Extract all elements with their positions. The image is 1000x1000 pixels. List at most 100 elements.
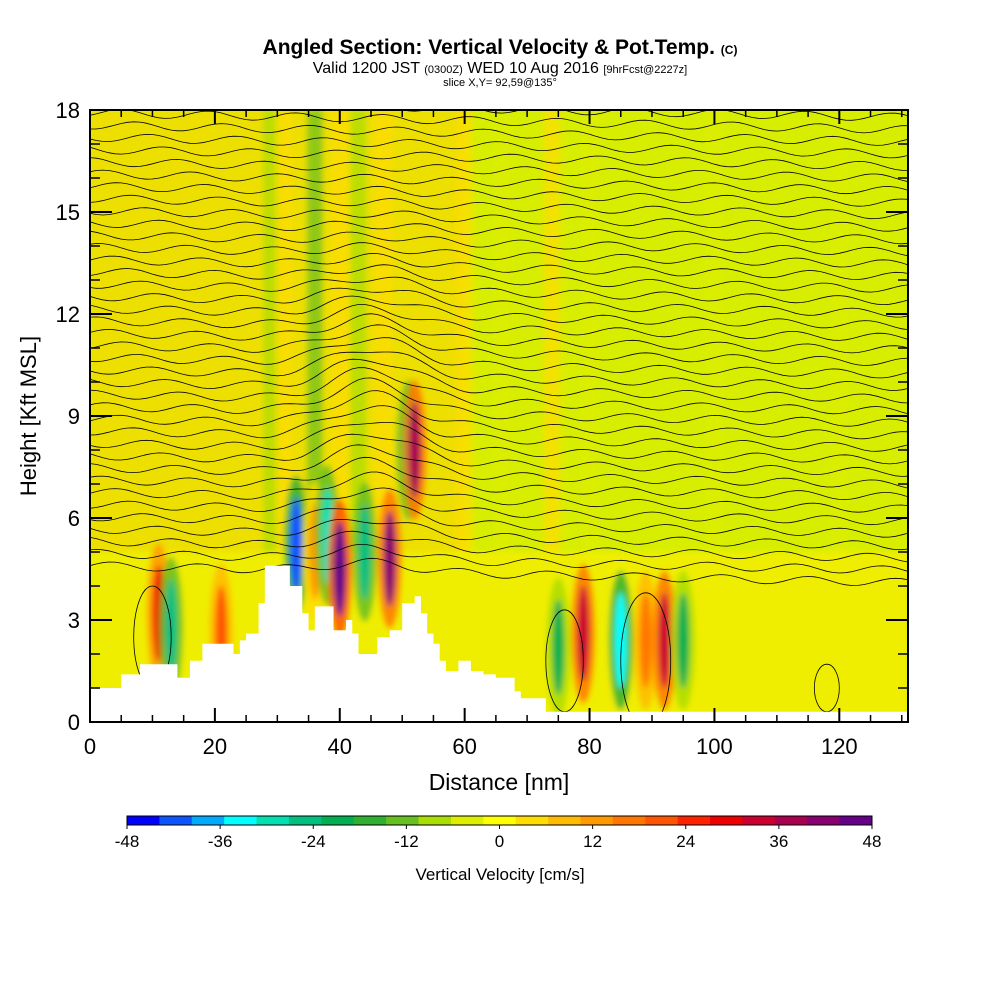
theta-contour [90,358,908,404]
updraft-cell [577,585,590,682]
colorbar-tick-label: -48 [115,832,140,851]
theta-contour [90,487,908,526]
updraft-cell [639,592,652,689]
colorbar-swatch [742,816,776,825]
y-axis-label: Height [Kft MSL] [16,336,41,496]
theta-contours [90,84,908,722]
colorbar-tick-label: 36 [769,832,788,851]
theta-contour [90,219,908,245]
upper-streak [706,110,723,552]
colorbar-swatch [710,816,743,825]
colorbar-swatch [386,816,420,825]
valid-zulu: (0300Z) [424,64,463,76]
chart-title: Angled Section: Vertical Velocity & Pot.… [0,36,1000,60]
theta-contour [90,422,908,465]
theta-contour [90,264,908,293]
chart-subtitle: Valid 1200 JST (0300Z) WED 10 Aug 2016 [… [0,60,1000,78]
colorbar-swatch [580,816,614,825]
upper-streak [581,110,598,552]
theta-contour [90,242,908,268]
colorbar-swatch [807,816,841,825]
theta-contour [90,433,908,477]
updraft-cell [677,592,690,689]
colorbar-swatch [515,816,549,825]
colorbar-tick-label: -24 [301,832,326,851]
y-tick-label: 15 [56,200,80,225]
upper-streak [350,110,367,552]
x-tick-label: 100 [696,734,733,759]
theta-contour [90,337,908,379]
updraft-cell [358,504,371,600]
colorbar-swatch [677,816,711,825]
x-tick-label: 80 [577,734,601,759]
updraft-cell [658,592,671,689]
theta-contour [90,313,908,354]
colorbar-tick-label: 24 [676,832,695,851]
upper-streak [544,110,561,552]
axes: 0 20 40 60 80 100 120 0 3 6 9 12 15 18 [56,98,908,759]
slice-info: slice X,Y= 92,59@135° [443,77,557,89]
theta-contour [90,287,908,318]
theta-contour [90,295,908,330]
theta-contour [90,504,908,538]
colorbar-swatch [127,816,160,825]
colorbar-swatch [774,816,808,825]
theta-contour [90,276,908,306]
colorbar-tick-label: 12 [583,832,602,851]
upper-streak [306,110,323,552]
theta-contour [90,182,908,207]
upper-streak [263,110,280,552]
colorbar-tick-label: 48 [863,832,882,851]
theta-contour [90,456,908,501]
forecast-info: [9hrFcst@2227z] [603,64,688,76]
y-tick-label: 3 [68,608,80,633]
valid-date: WED 10 Aug 2016 [467,60,599,77]
theta-contour [90,367,908,415]
title-unit: (C) [720,43,738,57]
theta-contour [90,405,908,452]
updraft-cell [333,521,346,617]
colorbar-swatch [353,816,387,825]
colorbar-swatch [256,816,290,825]
terrain [90,565,908,722]
theta-contour [90,324,908,366]
theta-contour [90,84,908,107]
colorbar-swatch [839,816,873,825]
x-axis-label: Distance [nm] [429,769,570,795]
upper-streak [331,110,348,552]
theta-contour [90,304,908,341]
valid-time: Valid 1200 JST [312,60,420,77]
upper-streak [375,110,392,552]
colorbar-swatch [418,816,452,825]
theta-contour [90,110,908,134]
updraft-cell [552,599,565,696]
updraft-cell [290,497,303,594]
upper-streak [456,110,473,552]
theta-contour [90,207,908,232]
colorbar-swatch [288,816,322,825]
colorbar: -48 -36 -24 -12 0 12 24 36 48 [115,815,882,851]
colorbar-tick-label: -36 [208,832,233,851]
upper-streak [831,110,848,552]
theta-contour [90,544,908,574]
colorbar-swatch [450,816,484,825]
theta-contour [90,194,908,220]
upper-streak [494,110,511,552]
y-tick-label: 0 [68,710,80,735]
colorbar-swatch [191,816,225,825]
theta-contour [90,390,908,440]
theta-contour [90,530,908,563]
theta-contour [90,121,908,146]
y-tick-label: 12 [56,302,80,327]
x-tick-label: 40 [328,734,352,759]
colorbar-tick-label: 0 [495,832,504,851]
theta-contour [90,518,908,551]
colorbar-swatch [645,816,679,825]
y-tick-label: 9 [68,404,80,429]
x-tick-label: 120 [821,734,858,759]
theta-contour [90,444,908,489]
colorbar-swatch [483,816,517,825]
colorbar-swatch [321,816,355,825]
